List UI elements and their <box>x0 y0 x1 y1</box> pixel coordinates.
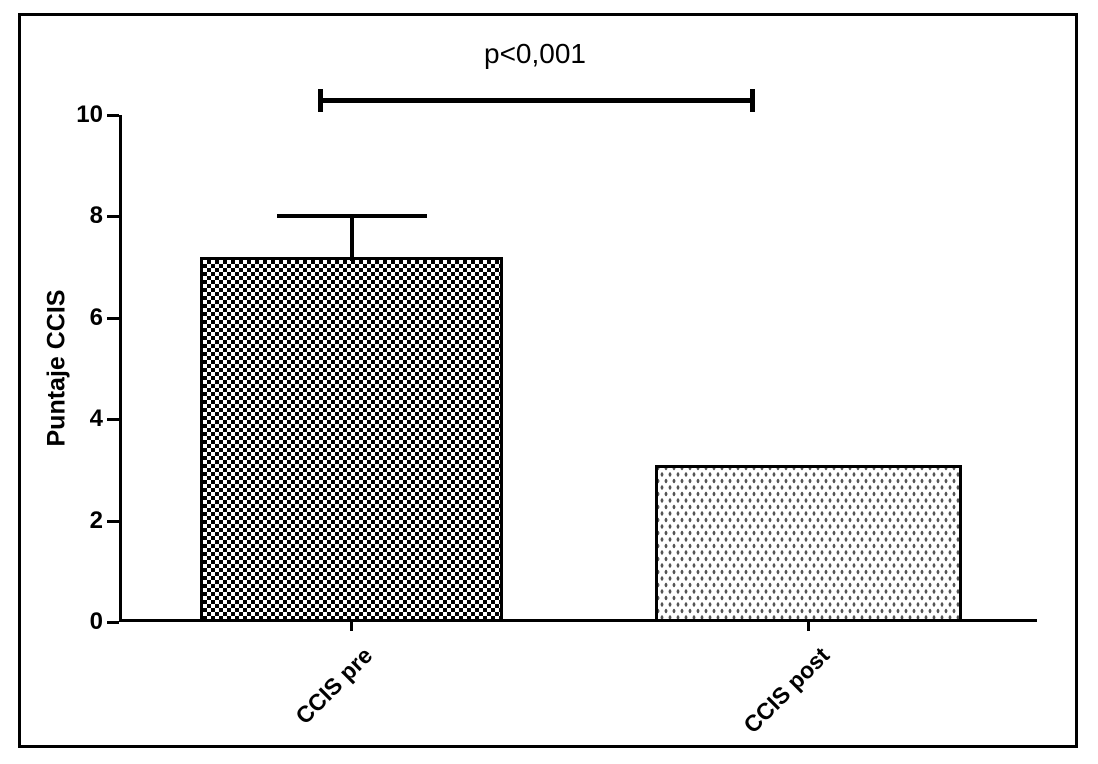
y-axis-tick <box>107 519 119 523</box>
y-axis-tick-label: 0 <box>89 608 103 635</box>
error-bar-stem <box>349 216 354 261</box>
significance-bracket-line <box>318 98 755 103</box>
significance-bracket-right-cap <box>750 89 755 112</box>
y-axis-tick-label: 10 <box>76 101 103 128</box>
significance-bracket-left-cap <box>318 89 323 112</box>
y-axis-tick <box>107 215 119 219</box>
y-axis-tick <box>107 114 119 117</box>
chart-frame <box>18 13 1078 748</box>
significance-p-value-label: p<0,001 <box>484 38 586 69</box>
y-axis-tick <box>107 316 119 320</box>
y-axis-line <box>119 115 122 622</box>
y-axis-tick <box>107 418 119 422</box>
x-axis-line <box>119 619 1037 622</box>
error-bar-cap <box>276 214 427 219</box>
y-axis-tick-label: 4 <box>89 405 103 433</box>
y-axis-tick-label: 2 <box>89 506 103 534</box>
bar-1-ccis-pre <box>200 256 503 622</box>
y-axis-tick <box>107 621 119 624</box>
x-axis-tick <box>350 622 353 631</box>
y-axis-tick-label: 6 <box>89 303 103 331</box>
y-axis-tick-label: 8 <box>89 202 103 230</box>
bar-2-ccis-post <box>655 464 962 622</box>
x-axis-tick <box>807 622 810 631</box>
